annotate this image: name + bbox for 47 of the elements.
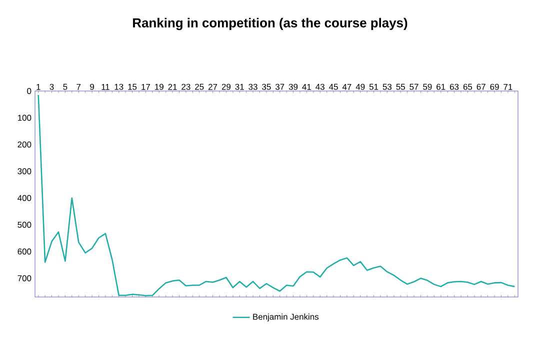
x-tick-label: 39 <box>288 84 298 90</box>
legend-label: Benjamin Jenkins <box>253 314 319 322</box>
x-tick-label: 69 <box>490 84 499 90</box>
x-tick-label: 67 <box>476 84 486 90</box>
x-tick-label: 9 <box>90 84 94 90</box>
x-tick-label: 45 <box>329 84 338 90</box>
x-tick-label: 17 <box>142 84 150 90</box>
x-tick-label: 13 <box>114 84 124 90</box>
x-tick-label: 11 <box>102 84 110 90</box>
x-tick-label: 25 <box>195 84 204 90</box>
x-tick-label: 5 <box>63 84 68 90</box>
x-tick-label: 55 <box>396 84 405 90</box>
x-tick-label: 57 <box>410 84 418 90</box>
x-tick-label: 41 <box>302 84 311 90</box>
y-tick-label: 0 <box>27 88 32 94</box>
x-tick-label: 63 <box>450 84 459 90</box>
x-tick-label: 71 <box>504 84 512 90</box>
y-tick-label: 700 <box>18 275 32 282</box>
x-tick-label: 31 <box>235 84 244 90</box>
x-tick-label: 15 <box>128 84 137 90</box>
x-tick-label: 1 <box>36 84 40 90</box>
x-tick-label: 65 <box>463 84 472 90</box>
x-tick-label: 21 <box>168 84 177 90</box>
x-tick-label: 59 <box>423 84 432 90</box>
x-tick-label: 35 <box>262 84 271 90</box>
y-tick-label: 600 <box>18 248 32 255</box>
x-tick-label: 29 <box>222 84 231 90</box>
x-tick-label: 47 <box>342 84 352 90</box>
x-tick-label: 19 <box>155 84 164 90</box>
chart-title: Ranking in competition (as the course plays) <box>133 18 408 30</box>
line-series <box>38 94 516 296</box>
x-tick-label: 49 <box>356 84 365 90</box>
x-tick-label: 51 <box>369 84 378 90</box>
y-tick-label: 300 <box>18 168 32 174</box>
y-tick-label: 500 <box>18 222 32 228</box>
y-tick-label: 200 <box>18 142 32 148</box>
x-tick-label: 27 <box>208 84 218 90</box>
x-tick-label: 61 <box>436 84 446 90</box>
y-tick-label: 400 <box>18 195 32 202</box>
x-tick-label: 23 <box>182 84 190 90</box>
x-tick-label: 33 <box>248 84 258 90</box>
x-tick-label: 37 <box>275 84 284 90</box>
x-tick-label: 43 <box>316 84 324 90</box>
x-tick-label: 7 <box>76 84 81 90</box>
x-tick-label: 3 <box>50 84 54 90</box>
y-tick-label: 100 <box>18 114 32 121</box>
x-tick-label: 53 <box>382 84 392 90</box>
